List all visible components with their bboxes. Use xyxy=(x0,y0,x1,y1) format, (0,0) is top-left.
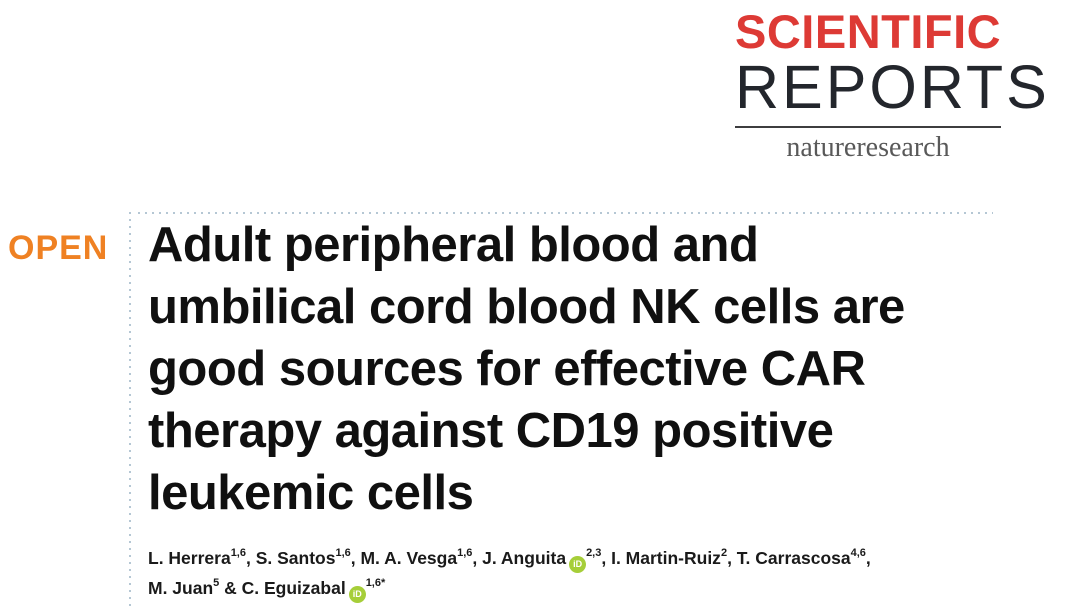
article-title-line: good sources for effective CAR xyxy=(148,342,866,396)
author-list: L. Herrera1,6, S. Santos1,6, M. A. Vesga… xyxy=(148,543,988,603)
article-title-line: leukemic cells xyxy=(148,466,474,520)
journal-name-scientific: SCIENTIFIC xyxy=(735,5,1002,58)
author-name-text: , M. A. Vesga xyxy=(350,548,458,568)
author-name-text: , T. Carrascosa xyxy=(727,548,851,568)
affiliation-superscript: 5 xyxy=(213,577,220,590)
horizontal-dotted-rule xyxy=(138,212,993,214)
journal-name-reports: REPORTS xyxy=(735,53,1050,121)
article-title: Adult peripheral blood and umbilical cor… xyxy=(148,214,905,524)
author-line: M. Juan5 & C. Eguizabal iD1,6* xyxy=(148,573,988,603)
affiliation-superscript: 2,3 xyxy=(586,547,602,560)
orcid-icon[interactable]: iD xyxy=(569,555,587,573)
logo-divider-rule xyxy=(735,126,1001,128)
author-name-text: , I. Martin-Ruiz xyxy=(601,548,721,568)
article-title-line: Adult peripheral blood and xyxy=(148,218,759,272)
publisher-wordmark: natureresearch xyxy=(786,132,950,163)
affiliation-superscript: 2 xyxy=(720,547,728,560)
open-access-badge: OPEN xyxy=(8,229,109,267)
author-name-text: M. Juan xyxy=(148,578,214,598)
author-name-text: , xyxy=(865,548,871,568)
journal-logo: SCIENTIFIC REPORTS natureresearch xyxy=(735,5,1050,164)
affiliation-superscript: 1,6 xyxy=(457,547,473,560)
orcid-icon[interactable]: iD xyxy=(348,585,366,603)
affiliation-superscript: 1,6 xyxy=(230,547,246,560)
author-name-text: , J. Anguita xyxy=(472,548,567,568)
article-title-line: umbilical cord blood NK cells are xyxy=(148,280,905,334)
vertical-dotted-rule xyxy=(129,212,131,611)
affiliation-superscript: 1,6 xyxy=(335,547,351,560)
author-line: L. Herrera1,6, S. Santos1,6, M. A. Vesga… xyxy=(148,543,988,573)
author-name-text: & C. Eguizabal xyxy=(219,578,346,598)
author-name-text: L. Herrera xyxy=(148,548,231,568)
article-title-line: therapy against CD19 positive xyxy=(148,404,834,458)
affiliation-superscript: 4,6 xyxy=(850,547,866,560)
affiliation-superscript: 1,6* xyxy=(365,577,386,590)
author-name-text: , S. Santos xyxy=(245,548,336,568)
